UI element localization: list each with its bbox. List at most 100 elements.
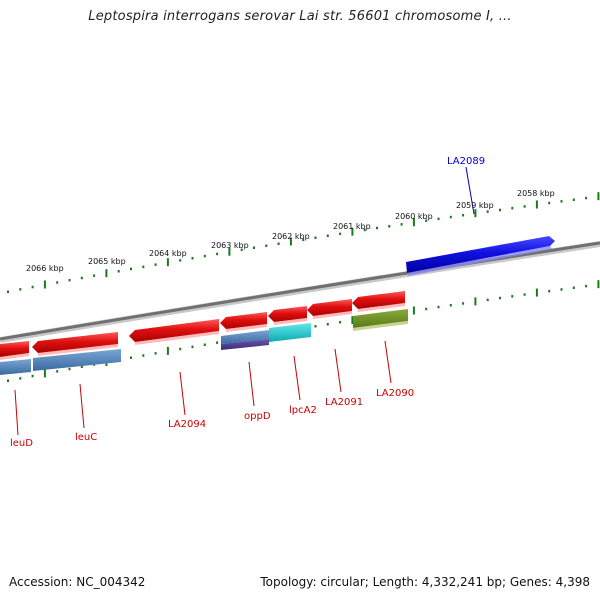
map-title: Leptospira interrogans serovar Lai str. … (88, 9, 512, 24)
feature-leuc-region[interactable] (33, 349, 121, 371)
gene-arrow-la2091[interactable] (307, 299, 352, 316)
feature-leud-region[interactable] (0, 359, 31, 375)
ruler-minor-tick (560, 288, 563, 291)
ruler-minor-tick (572, 198, 575, 201)
ruler-major-tick (351, 227, 354, 236)
ruler-minor-tick (216, 252, 219, 256)
ruler-minor-tick (68, 367, 71, 371)
gene-label-la2094[interactable]: LA2094 (168, 419, 206, 430)
gene-callouts (14, 166, 475, 436)
ruler-minor-tick (216, 341, 219, 344)
ruler-minor-tick (56, 281, 59, 284)
ruler-minor-tick (585, 284, 588, 288)
ruler-minor-tick (314, 325, 317, 328)
ruler-minor-tick (253, 246, 255, 249)
ruler-minor-tick (277, 242, 280, 245)
ruler-label-2065: 2065 kbp (88, 257, 126, 266)
ruler-minor-tick (425, 219, 428, 222)
ruler-major-tick (43, 369, 46, 378)
gene-arrow-lpca2[interactable] (268, 306, 307, 322)
gene-arrow-la2094[interactable] (129, 319, 219, 342)
ruler-minor-tick (203, 343, 206, 346)
accession-text: Accession: NC_004342 (9, 575, 146, 589)
ruler-minor-tick (179, 347, 182, 351)
ruler-minor-tick (326, 323, 329, 326)
gene-arrow-leud[interactable] (0, 341, 29, 357)
ruler-minor-tick (376, 226, 378, 230)
ruler-minor-tick (486, 210, 489, 213)
ruler-minor-tick (302, 238, 305, 241)
chromosome-backbone (0, 241, 600, 343)
ruler-label-2062: 2062 kbp (272, 232, 310, 241)
ruler-minor-tick (548, 201, 551, 205)
gene-label-oppd[interactable]: oppD (244, 411, 271, 422)
ruler-minor-tick (326, 234, 329, 237)
ruler-major-tick (351, 316, 354, 325)
ruler-minor-tick (203, 254, 206, 258)
ruler-minor-tick (80, 365, 83, 368)
feature-oppd-subregion[interactable] (221, 339, 269, 350)
ruler-minor-tick (265, 244, 268, 247)
feature-track[interactable] (0, 236, 555, 375)
gene-label-leuc[interactable]: leuC (75, 432, 97, 443)
gene-labels: leuD leuC LA2094 oppD lpcA2 LA2091 LA209… (10, 156, 485, 449)
feature-la2090-shadow (353, 321, 408, 331)
ruler-minor-tick (499, 208, 501, 212)
gene-arrow-shadows (0, 303, 405, 360)
ruler-minor-tick (449, 215, 452, 219)
ruler-minor-tick (572, 286, 575, 289)
gene-label-leud[interactable]: leuD (10, 438, 33, 449)
ruler-minor-tick (142, 354, 145, 357)
ruler-major-tick (535, 288, 538, 297)
topology-summary: Topology: circular; Length: 4,332,241 bp… (260, 575, 590, 589)
gene-arrow-la2089[interactable] (406, 236, 555, 273)
ruler-minor-tick (339, 232, 342, 236)
ruler-label-2066: 2066 kbp (26, 264, 64, 273)
gene-arrow-leuc[interactable] (32, 332, 118, 353)
ruler-minor-tick (462, 302, 465, 305)
ruler-minor-tick (68, 278, 71, 282)
gene-arrow-la2090[interactable] (352, 291, 405, 309)
ruler-minor-tick (179, 259, 182, 262)
ruler-minor-tick (560, 200, 563, 203)
ruler-minor-tick (585, 196, 588, 200)
ruler-minor-tick (363, 228, 366, 232)
ruler-minor-tick (462, 214, 465, 217)
ruler-minor-tick (80, 276, 83, 280)
ruler-minor-tick (339, 321, 342, 324)
ruler-major-tick (289, 237, 292, 246)
ruler-minor-tick (511, 206, 514, 210)
ruler-minor-tick (142, 265, 145, 269)
ruler-major-tick (166, 258, 169, 267)
ruler-minor-tick (400, 223, 403, 226)
gene-label-la2091[interactable]: LA2091 (325, 397, 363, 408)
ruler-minor-tick (130, 356, 132, 359)
feature-la2090-region[interactable] (353, 309, 408, 328)
ruler-minor-tick (31, 374, 34, 378)
feature-oppd-region[interactable] (221, 330, 269, 344)
gene-arrow-la2089-shadow (407, 246, 552, 276)
gene-label-la2089[interactable]: LA2089 (447, 156, 485, 167)
gene-arrow-oppd[interactable] (220, 312, 267, 329)
ruler-minor-tick (425, 307, 428, 311)
gene-label-la2090[interactable]: LA2090 (376, 388, 414, 399)
ruler-major-tick (474, 209, 477, 218)
ruler-major-tick (597, 192, 600, 201)
ruler-major-tick (43, 280, 46, 289)
ruler-minor-tick (117, 270, 120, 273)
ruler-major-tick (228, 247, 231, 256)
feature-lpca2-region[interactable] (269, 323, 311, 342)
ruler-minor-tick (523, 293, 526, 296)
gene-label-lpca2[interactable]: lpcA2 (289, 405, 317, 416)
ruler-minor-tick (314, 236, 317, 239)
ruler-major-tick (412, 306, 415, 315)
ruler-major-tick (597, 280, 600, 289)
ruler-minor-tick (449, 304, 452, 307)
ruler-minor-tick (191, 345, 194, 349)
ruler-minor-tick (154, 352, 157, 355)
ruler-minor-tick (7, 379, 9, 382)
ruler-minor-tick (7, 290, 9, 293)
ruler-minor-tick (31, 285, 34, 289)
ruler-minor-tick (19, 288, 22, 291)
